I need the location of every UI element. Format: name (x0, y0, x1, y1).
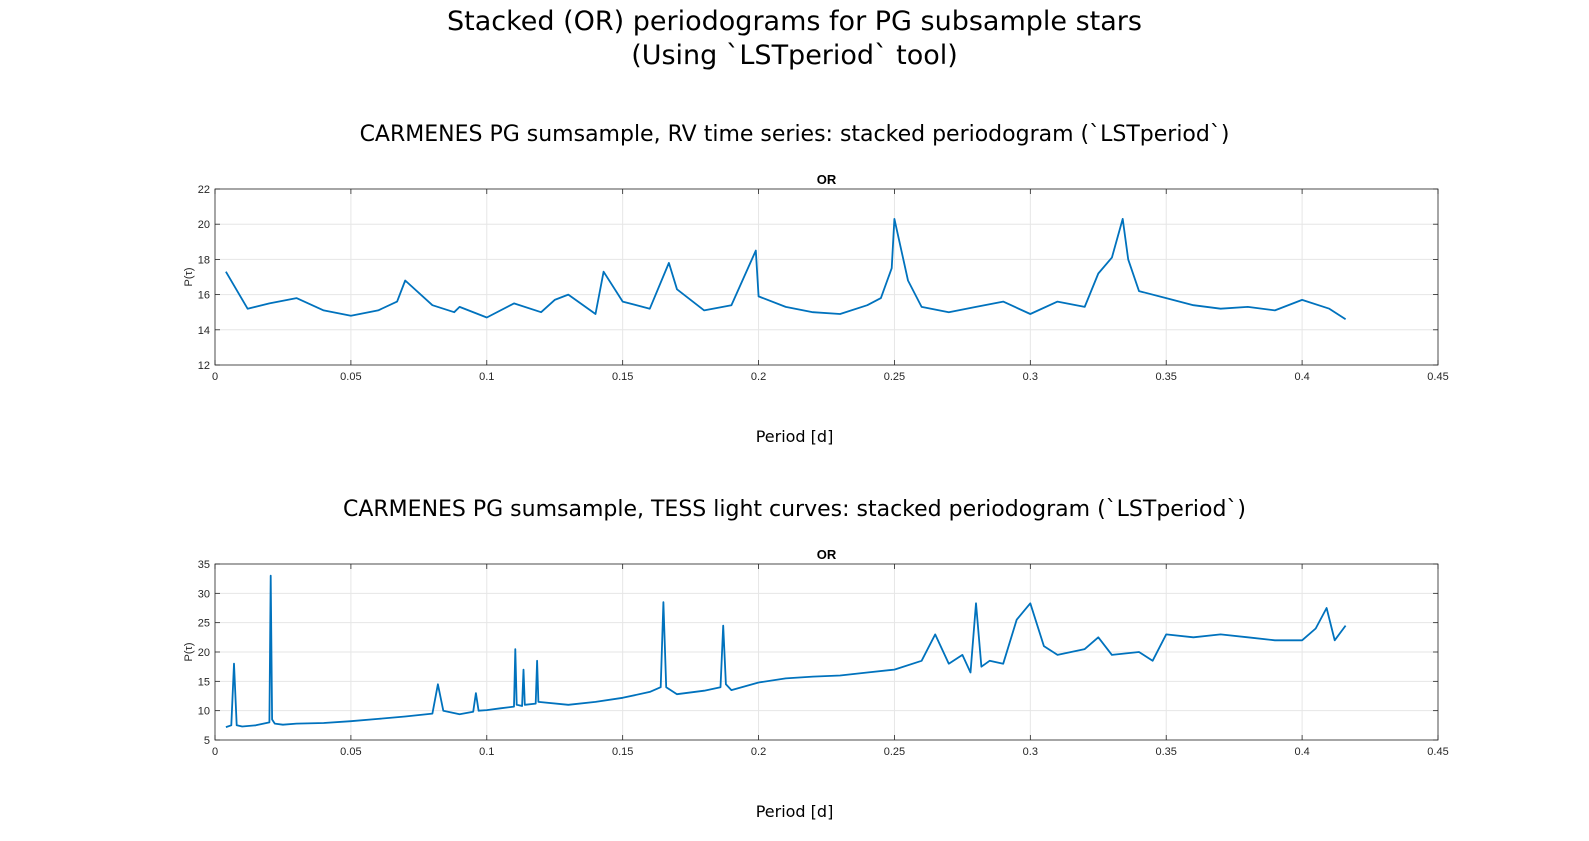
series-line (225, 574, 1347, 728)
panel2-period-label: Period [d] (755, 802, 834, 821)
x-tick-label: 0.25 (884, 746, 905, 758)
x-tick-label: 0.2 (751, 746, 766, 758)
x-tick-label: 0.4 (1294, 746, 1309, 758)
figure-title-line1: Stacked (OR) periodograms for PG subsamp… (447, 6, 1142, 37)
panel1-subtitle: CARMENES PG sumsample, RV time series: s… (359, 122, 1230, 147)
x-tick-label: 0.25 (884, 371, 905, 383)
y-axis-label: P(τ) (183, 642, 195, 661)
x-tick-label: 0.45 (1427, 371, 1448, 383)
tess-periodogram-chart: 0 0.05 0.1 0.15 0.2 0.25 0.3 0.35 0.4 0.45 5 10 15 20… (183, 547, 1449, 758)
x-tick-label: 0.2 (751, 371, 766, 383)
x-tick-label: 0.05 (340, 746, 361, 758)
x-tick-label: 0 (212, 371, 218, 383)
series-line (225, 218, 1347, 320)
y-tick-label: 20 (198, 219, 210, 231)
rv-periodogram-chart: 0 0.05 0.1 0.15 0.2 0.25 0.3 0.35 0.4 0.45 12 14 16 1… (183, 172, 1449, 383)
axes-title: OR (817, 172, 837, 187)
y-tick-label: 25 (198, 618, 210, 630)
x-tick-label: 0.3 (1023, 371, 1038, 383)
x-tick-label: 0 (212, 746, 218, 758)
x-tick-label: 0.4 (1294, 371, 1309, 383)
y-axis-label: P(τ) (183, 267, 195, 286)
y-tick-label: 14 (198, 325, 210, 337)
y-tick-label: 30 (198, 588, 210, 600)
y-tick-label: 12 (198, 360, 210, 372)
y-tick-label: 18 (198, 254, 210, 266)
x-tick-label: 0.45 (1427, 746, 1448, 758)
y-tick-label: 22 (198, 184, 210, 196)
x-tick-label: 0.05 (340, 371, 361, 383)
y-tick-label: 16 (198, 290, 210, 302)
axes-box (214, 188, 1439, 366)
y-tick-label: 15 (198, 676, 210, 688)
x-tick-label: 0.1 (479, 371, 494, 383)
y-tick-label: 20 (198, 647, 210, 659)
x-tick-label: 0.35 (1156, 371, 1177, 383)
figure-title-line2: (Using `LSTperiod` tool) (631, 40, 958, 71)
x-tick-label: 0.1 (479, 746, 494, 758)
panel2-subtitle: CARMENES PG sumsample, TESS light curves… (342, 497, 1246, 522)
x-tick-label: 0.35 (1156, 746, 1177, 758)
y-tick-label: 5 (204, 735, 210, 747)
x-tick-label: 0.15 (612, 746, 633, 758)
axes-title: OR (817, 547, 837, 562)
y-tick-label: 35 (198, 559, 210, 571)
panel1-period-label: Period [d] (755, 427, 834, 446)
x-tick-label: 0.15 (612, 371, 633, 383)
y-tick-label: 10 (198, 706, 210, 718)
x-tick-label: 0.3 (1023, 746, 1038, 758)
